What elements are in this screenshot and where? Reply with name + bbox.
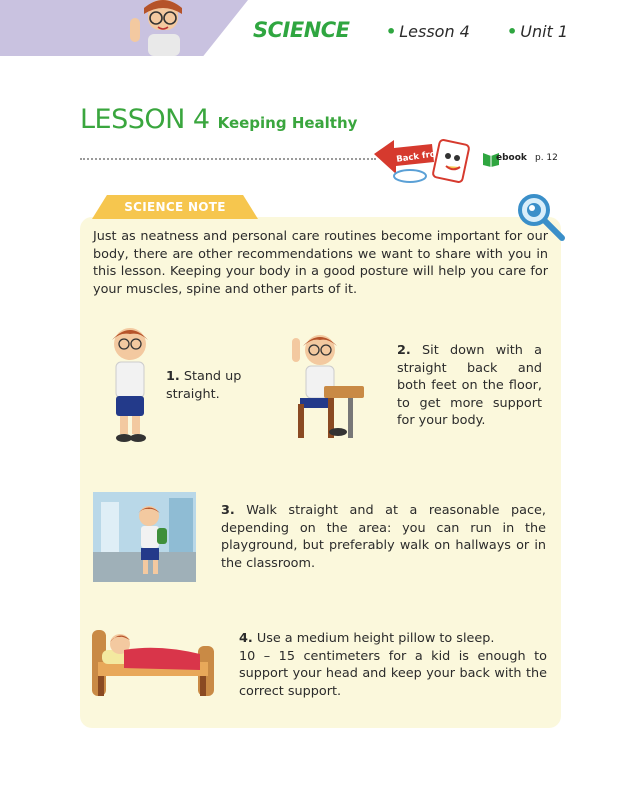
tip-1: 1. Stand up straight. bbox=[166, 368, 258, 403]
science-note-tab: SCIENCE NOTE bbox=[92, 195, 258, 219]
tip-3: 3. Walk straight and at a reasonable pac… bbox=[221, 502, 546, 572]
kid-waving-illustration bbox=[130, 0, 182, 56]
ebook-icon bbox=[483, 153, 499, 167]
bullet-lesson: • bbox=[386, 22, 397, 41]
science-note-panel bbox=[80, 217, 561, 728]
tip-3-number: 3. bbox=[221, 503, 235, 518]
kid-sitting-illustration bbox=[292, 335, 364, 438]
tip-4-extra: 10 – 15 centimeters for a kid is enough … bbox=[239, 648, 547, 699]
back-from-badge[interactable]: Back from bbox=[370, 132, 482, 188]
ebook-label: ebook bbox=[496, 153, 527, 163]
tip-3-text: Walk straight and at a reasonable pace, … bbox=[221, 503, 546, 571]
unit-label: Unit 1 bbox=[520, 22, 569, 41]
lesson-label: Lesson 4 bbox=[399, 22, 470, 41]
kid-sleeping-bed-illustration bbox=[92, 630, 214, 696]
tip-4-number: 4. bbox=[239, 631, 253, 646]
intro-paragraph: Just as neatness and personal care routi… bbox=[93, 229, 548, 297]
lesson-indicator: • Lesson 4 bbox=[386, 22, 470, 41]
tip-4: 4. Use a medium height pillow to sleep. 1… bbox=[239, 630, 547, 700]
tip-1-number: 1. bbox=[166, 369, 180, 384]
tip-2: 2. Sit down with a straight back and bot… bbox=[397, 342, 542, 430]
kid-walking-hallway-illustration bbox=[93, 492, 196, 582]
tip-2-number: 2. bbox=[397, 343, 411, 358]
title-divider bbox=[80, 158, 376, 160]
lesson-number: LESSON 4 bbox=[80, 104, 210, 135]
unit-indicator: • Unit 1 bbox=[507, 22, 568, 41]
magnifier-icon bbox=[518, 194, 565, 241]
bullet-unit: • bbox=[507, 22, 518, 41]
tip-4-text: Use a medium height pillow to sleep. bbox=[252, 631, 495, 646]
tip-2-text: Sit down with a straight back and both f… bbox=[397, 343, 542, 428]
page-title: LESSON 4 Keeping Healthy bbox=[80, 104, 357, 135]
lesson-name: Keeping Healthy bbox=[217, 114, 358, 132]
header-band bbox=[0, 0, 248, 56]
kid-standing-illustration bbox=[112, 328, 148, 442]
subject-title: SCIENCE bbox=[253, 18, 350, 42]
tip-1-text: Stand up straight. bbox=[166, 369, 242, 402]
ebook-page: p. 12 bbox=[535, 153, 558, 163]
